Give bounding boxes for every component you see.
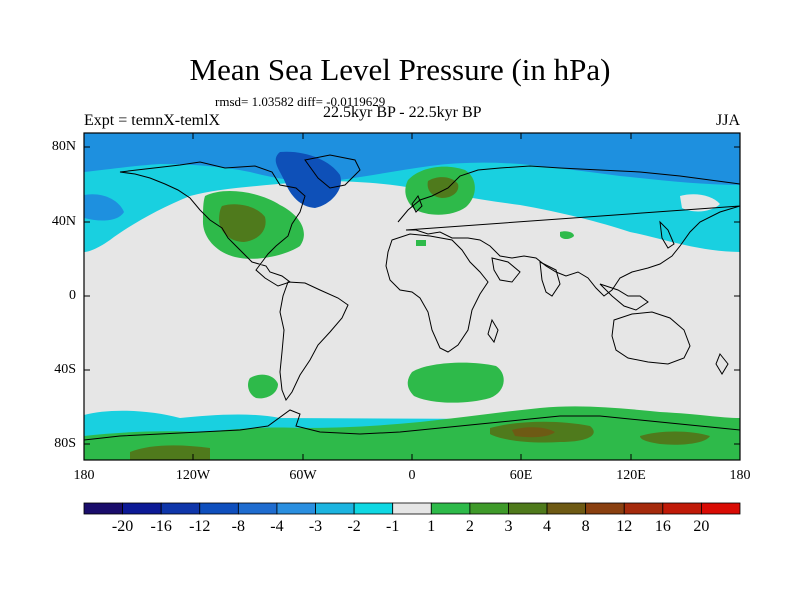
lat-label: 80S (54, 436, 76, 451)
colorbar-tick-label: 12 (616, 518, 633, 535)
coast-southeast-asia (599, 283, 649, 311)
arctic-patch-blue-west (84, 194, 124, 221)
map-title: Mean Sea Level Pressure (in hPa) (189, 52, 611, 87)
coast-antarctica (84, 409, 740, 441)
coast-australia (611, 311, 691, 365)
colorbar-swatch (430, 502, 471, 515)
colorbar-swatch (623, 502, 664, 515)
antarctic-darkgreen (130, 445, 210, 460)
colorbar-swatch (353, 502, 394, 515)
lon-label: 120E (616, 468, 646, 483)
colorbar-tick-label: -8 (231, 518, 245, 535)
europe-high-core (427, 177, 459, 198)
lon-label: 60E (509, 468, 533, 483)
experiment-label: Expt = temnX-temlX (84, 112, 221, 129)
colorbar-swatch (508, 502, 548, 515)
coast-new-zealand (715, 353, 729, 375)
lat-label: 40N (51, 214, 76, 229)
colorbar-tick-label: 20 (693, 518, 710, 535)
coast-uk (411, 194, 423, 213)
coast-eurasia (397, 165, 740, 297)
arctic-patch-neutral (680, 194, 720, 212)
lon-label: 120W (175, 468, 211, 483)
colorbar-tick-label: 8 (581, 518, 590, 535)
colorbar-swatch (83, 502, 123, 515)
coast-greenland (304, 154, 361, 189)
lon-label: 180 (729, 468, 751, 483)
lat-label: 0 (69, 288, 76, 303)
axis-ticks (83, 133, 741, 460)
lon-label: 0 (408, 468, 416, 483)
small-high-a (416, 240, 426, 246)
antarctic-darkgreen-far (640, 431, 710, 445)
lon-label: 180 (73, 468, 95, 483)
colorbar-swatch (160, 502, 201, 515)
colorbar-swatch (315, 502, 355, 515)
colorbar-swatch (237, 502, 278, 515)
colorbar-tick-label: -16 (150, 518, 172, 535)
south-atlantic-high (407, 362, 504, 403)
colorbar-swatch (546, 502, 587, 515)
coast-arabia (491, 257, 521, 283)
colorbar-tick-label: -2 (347, 518, 361, 535)
colorbar-swatch (662, 502, 702, 515)
colorbar-tick-label: -3 (308, 518, 323, 535)
arctic-low-blue (84, 133, 740, 185)
map-field (84, 133, 740, 460)
coast-madagascar (487, 318, 499, 344)
lon-label: 60W (289, 468, 317, 483)
colorbar-swatch (392, 502, 432, 515)
colorbar-swatch (701, 502, 741, 515)
coast-south-america (279, 281, 349, 402)
antarctic-green (84, 406, 740, 460)
coast-india (539, 261, 561, 297)
lat-label: 40S (54, 362, 76, 377)
colorbar-tick-label: -12 (189, 518, 211, 535)
period-line: 22.5kyr BP - 22.5kyr BP (323, 104, 482, 121)
colorbar-tick-label: -4 (270, 518, 284, 535)
antarctic-brown (512, 427, 555, 438)
colorbar-swatch (122, 502, 162, 515)
coastlines (84, 154, 740, 441)
colorbar-tick-label: 1 (427, 518, 436, 535)
colorbar-tick-label: -20 (111, 518, 134, 535)
namerica-high-core (219, 204, 266, 242)
colorbar (83, 502, 741, 515)
colorbar-tick-label: 16 (654, 518, 671, 535)
small-high-b (560, 231, 574, 239)
colorbar-tick-label: -1 (386, 518, 400, 535)
colorbar-swatch (276, 502, 316, 515)
colorbar-tick-label: 2 (465, 518, 474, 535)
south-pacific-high (248, 374, 278, 399)
coast-japan (659, 220, 675, 249)
arctic-low-darkblue (275, 151, 341, 208)
season-label: JJA (716, 112, 741, 129)
colorbar-swatch (469, 502, 509, 515)
coast-africa (385, 233, 489, 353)
lat-label: 80N (51, 139, 76, 154)
colorbar-tick-label: 3 (504, 518, 513, 535)
colorbar-tick-label: 4 (543, 518, 552, 535)
stats-line: rmsd= 1.03582 diff= -0.0119629 (215, 94, 386, 109)
colorbar-swatch (199, 502, 239, 515)
colorbar-swatch (585, 502, 625, 515)
